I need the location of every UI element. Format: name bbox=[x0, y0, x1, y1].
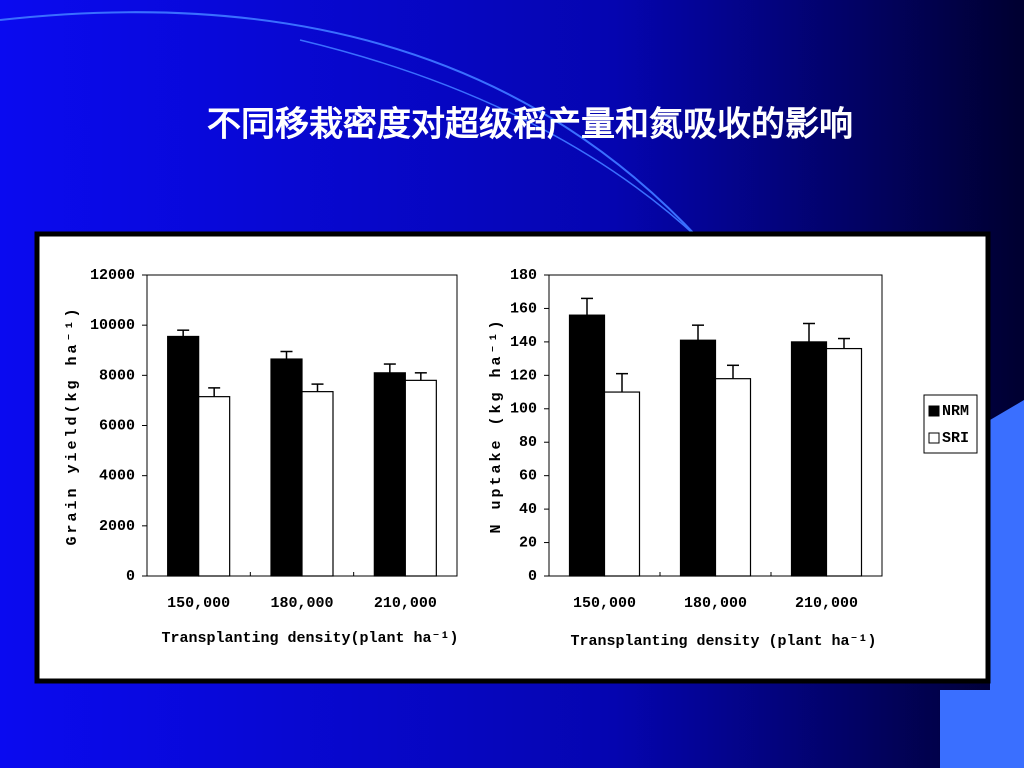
y-tick-label: 160 bbox=[510, 300, 537, 317]
x-tick-label: 180,000 bbox=[684, 595, 747, 612]
bar bbox=[790, 341, 828, 577]
y-tick-label: 140 bbox=[510, 334, 537, 351]
legend-label: SRI bbox=[942, 430, 969, 447]
bar bbox=[714, 378, 752, 577]
legend-swatch bbox=[928, 432, 940, 444]
y-tick-label: 0 bbox=[528, 568, 537, 585]
x-axis-label: Transplanting density(plant ha⁻¹) bbox=[161, 630, 458, 647]
x-tick-label: 210,000 bbox=[374, 595, 437, 612]
y-tick-label: 100 bbox=[510, 401, 537, 418]
x-axis-label: Transplanting density (plant ha⁻¹) bbox=[570, 633, 876, 650]
y-tick-label: 180 bbox=[510, 267, 537, 284]
y-tick-label: 6000 bbox=[99, 417, 135, 434]
y-axis-label: N uptake (kg ha⁻¹) bbox=[488, 317, 505, 533]
bar bbox=[373, 372, 406, 577]
y-tick-label: 60 bbox=[519, 468, 537, 485]
decor-shape bbox=[940, 400, 1024, 768]
bar bbox=[270, 358, 303, 577]
bar bbox=[167, 335, 200, 577]
y-tick-label: 80 bbox=[519, 434, 537, 451]
slide-title: 不同移栽密度对超级稻产量和氮吸收的影响 bbox=[207, 105, 853, 145]
decor-curve bbox=[299, 39, 701, 241]
legend-swatch bbox=[928, 405, 940, 417]
y-axis-label: Grain yield(kg ha⁻¹) bbox=[64, 305, 81, 545]
bar bbox=[825, 347, 863, 577]
legend-label: NRM bbox=[942, 403, 969, 420]
y-tick-label: 4000 bbox=[99, 468, 135, 485]
y-tick-label: 10000 bbox=[90, 317, 135, 334]
x-tick-label: 180,000 bbox=[270, 595, 333, 612]
bar bbox=[301, 391, 334, 577]
bar bbox=[568, 314, 606, 577]
y-tick-label: 8000 bbox=[99, 367, 135, 384]
y-tick-label: 0 bbox=[126, 568, 135, 585]
y-tick-label: 120 bbox=[510, 367, 537, 384]
bar bbox=[679, 339, 717, 577]
y-tick-label: 12000 bbox=[90, 267, 135, 284]
bar bbox=[198, 396, 231, 577]
y-tick-label: 2000 bbox=[99, 518, 135, 535]
x-tick-label: 150,000 bbox=[573, 595, 636, 612]
bar bbox=[404, 379, 437, 577]
decor-curve bbox=[0, 11, 701, 241]
y-tick-label: 20 bbox=[519, 535, 537, 552]
bar bbox=[603, 391, 641, 577]
x-tick-label: 210,000 bbox=[795, 595, 858, 612]
y-tick-label: 40 bbox=[519, 501, 537, 518]
x-tick-label: 150,000 bbox=[167, 595, 230, 612]
